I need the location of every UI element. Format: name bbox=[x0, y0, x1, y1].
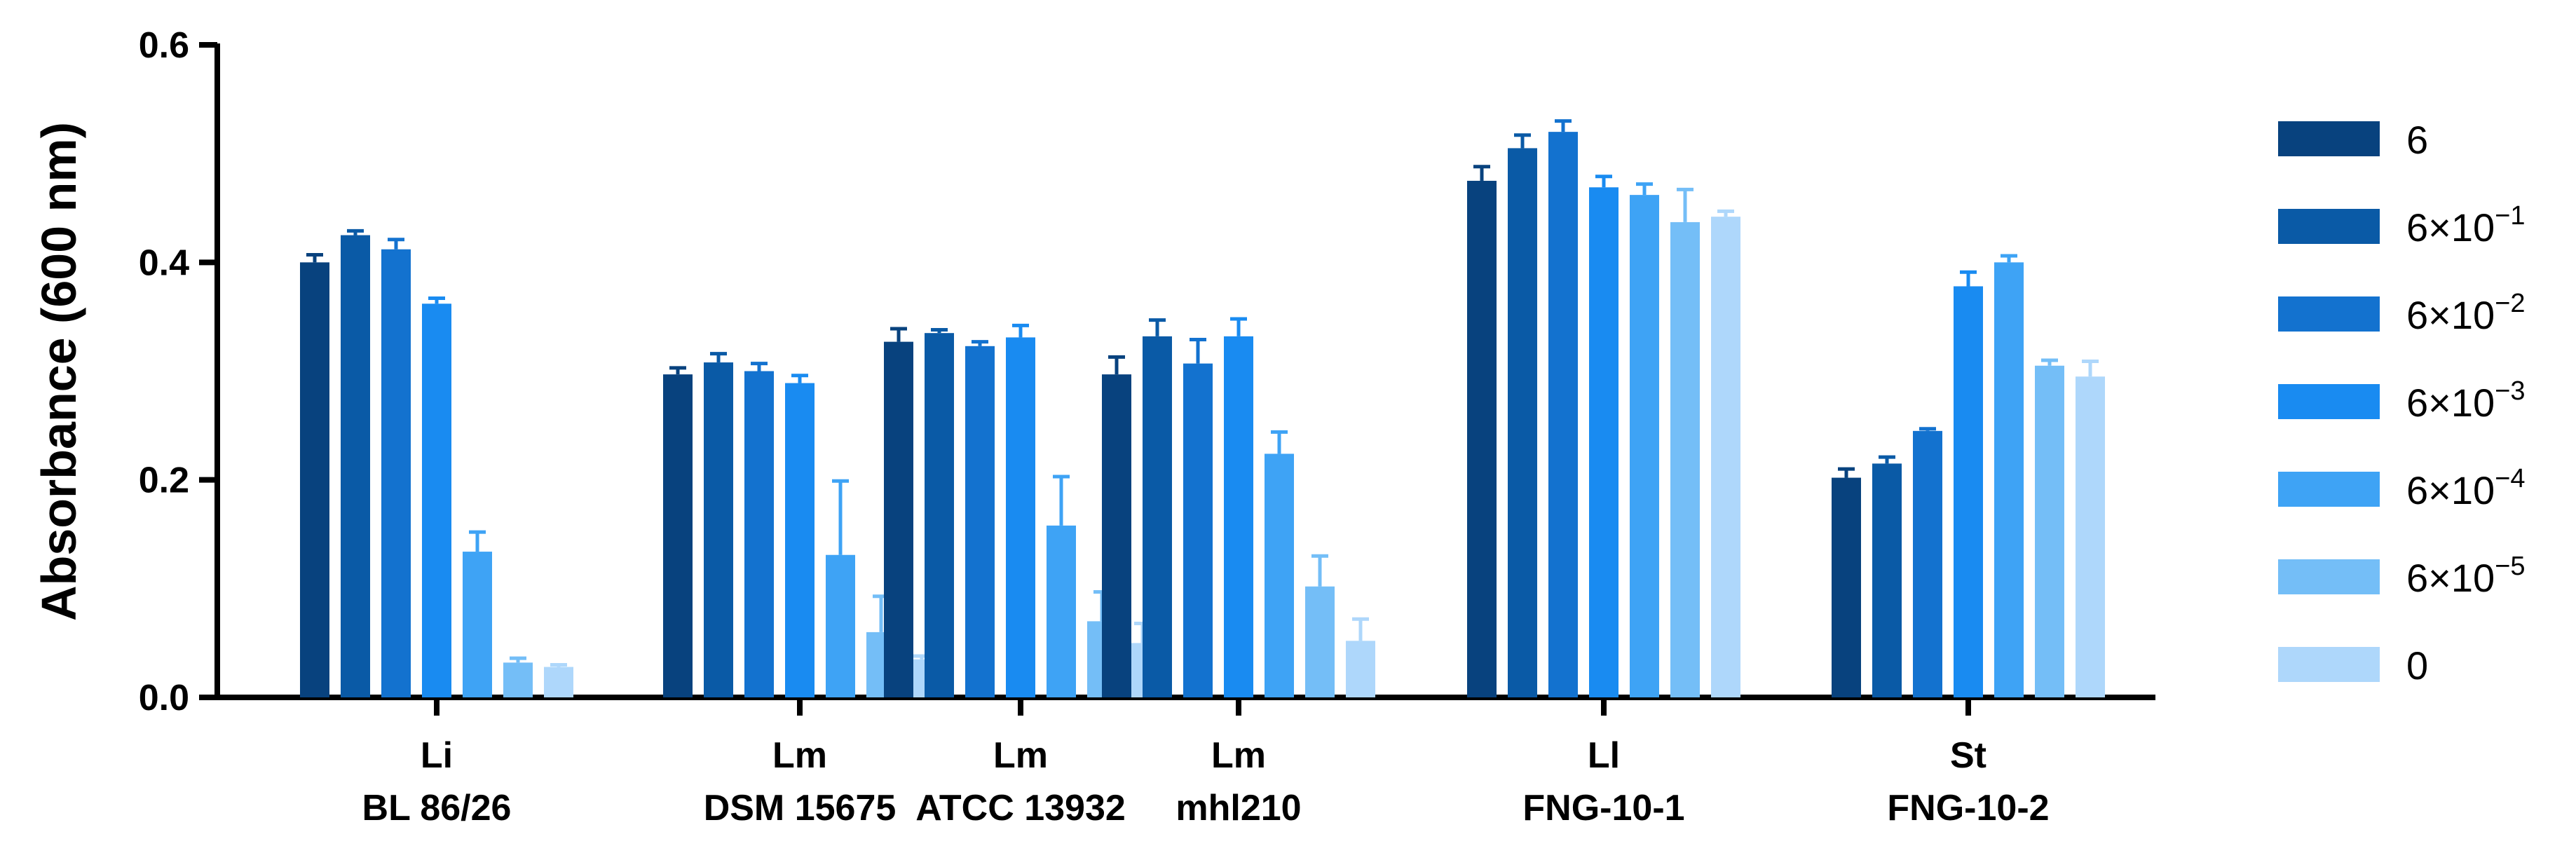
x-tick-label-line1: Li bbox=[421, 735, 453, 776]
legend-swatch bbox=[2278, 559, 2380, 594]
bar bbox=[1006, 337, 1035, 698]
bar bbox=[925, 333, 954, 698]
bar bbox=[1711, 217, 1740, 697]
legend: 6 6×10−1 6×10−2 6×10−3 6×10−4 6×10−5 0 bbox=[2278, 118, 2525, 688]
legend-label: 0 bbox=[2406, 643, 2428, 688]
bar bbox=[1589, 187, 1618, 698]
bar bbox=[1346, 641, 1375, 697]
bar bbox=[1954, 286, 1983, 698]
plot-area: 0.0 0.2 0.4 0.6 Li BL 86/26 Lm DSM 15675 Lm ATCC … bbox=[139, 25, 2155, 828]
bar bbox=[1143, 336, 1172, 697]
bar bbox=[663, 374, 693, 697]
bar bbox=[1548, 132, 1578, 698]
legend-swatch bbox=[2278, 647, 2380, 682]
bar bbox=[1265, 453, 1294, 697]
y-tick-label: 0.2 bbox=[139, 460, 189, 501]
bar bbox=[1102, 374, 1131, 697]
bar bbox=[300, 262, 329, 697]
bar bbox=[503, 662, 533, 697]
legend-swatch bbox=[2278, 472, 2380, 507]
bar bbox=[1183, 363, 1213, 697]
x-tick-label-line1: Lm bbox=[772, 735, 827, 776]
legend-swatch bbox=[2278, 384, 2380, 419]
x-tick-label-line2: FNG-10-2 bbox=[1887, 788, 2049, 828]
x-tick-label-line2: mhl210 bbox=[1175, 788, 1301, 828]
bar bbox=[1872, 463, 1902, 697]
x-tick-label-line2: BL 86/26 bbox=[362, 788, 512, 828]
legend-label: 6×10−1 bbox=[2406, 201, 2525, 250]
x-tick-label-line2: FNG-10-1 bbox=[1522, 788, 1684, 828]
bar bbox=[2035, 365, 2064, 697]
legend-swatch bbox=[2278, 121, 2380, 156]
bar bbox=[1508, 148, 1537, 698]
y-tick-label: 0.0 bbox=[139, 678, 189, 718]
bar bbox=[965, 346, 995, 697]
bar bbox=[884, 341, 913, 697]
bar bbox=[1832, 477, 1861, 697]
x-tick-label-line2: DSM 15675 bbox=[704, 788, 897, 828]
x-tick-label-line1: Lm bbox=[993, 735, 1048, 776]
y-axis-title-group: Absorbance (600 nm) bbox=[32, 122, 86, 621]
bar bbox=[1305, 586, 1335, 697]
y-tick-label: 0.4 bbox=[139, 243, 189, 283]
legend-swatch bbox=[2278, 209, 2380, 244]
legend-label: 6 bbox=[2406, 118, 2428, 162]
legend-swatch bbox=[2278, 296, 2380, 332]
legend-label: 6×10−3 bbox=[2406, 376, 2525, 425]
bar bbox=[1047, 525, 1076, 697]
bar bbox=[1670, 221, 1700, 698]
bar bbox=[826, 554, 855, 697]
bar bbox=[544, 667, 573, 697]
x-tick-label-line2: ATCC 13932 bbox=[915, 788, 1126, 828]
bar bbox=[1224, 336, 1253, 697]
bar bbox=[463, 552, 492, 697]
x-tick-label-line1: Lm bbox=[1211, 735, 1266, 776]
x-tick-label-line1: Ll bbox=[1588, 735, 1620, 776]
y-axis-title: Absorbance (600 nm) bbox=[32, 122, 86, 621]
bar bbox=[2076, 376, 2105, 697]
bar bbox=[785, 383, 815, 697]
bar bbox=[744, 371, 774, 697]
y-tick-label: 0.6 bbox=[139, 25, 189, 66]
bar bbox=[1630, 195, 1659, 697]
bar bbox=[341, 235, 370, 698]
bar bbox=[422, 303, 451, 698]
bar bbox=[1467, 180, 1497, 697]
legend-label: 6×10−4 bbox=[2406, 464, 2525, 512]
bar bbox=[381, 249, 411, 697]
x-tick-label-line1: St bbox=[1950, 735, 1986, 776]
legend-label: 6×10−2 bbox=[2406, 289, 2525, 337]
bar bbox=[704, 362, 733, 697]
bar bbox=[1913, 430, 1942, 697]
bar bbox=[1994, 262, 2024, 697]
legend-label: 6×10−5 bbox=[2406, 552, 2525, 600]
